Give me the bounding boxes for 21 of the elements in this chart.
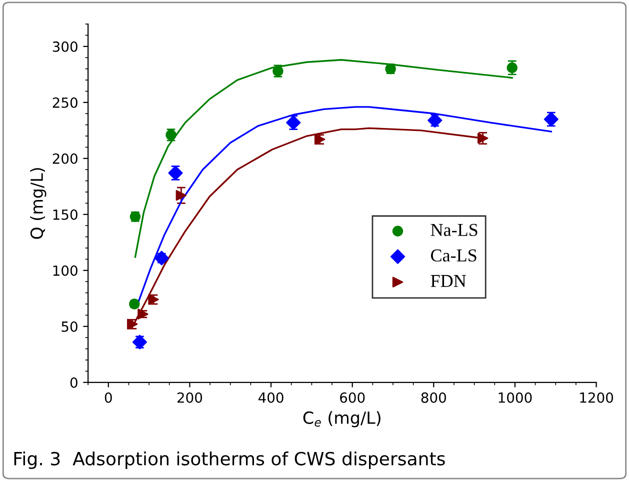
y-tick-label: 250	[52, 97, 78, 108]
y-tick-label: 100	[53, 265, 78, 276]
x-tick-label: 200	[177, 392, 202, 403]
x-tick-label: 0	[104, 392, 112, 403]
y-tick-label: 200	[52, 153, 78, 164]
x-axis-title: C$_{e}$ (mg/L)	[303, 411, 380, 428]
y-axis-title: Q (mg/L)	[30, 168, 46, 239]
x-tick-label: 1200	[580, 392, 614, 403]
x-tick-label: 400	[258, 392, 284, 403]
y-tick-label: 150	[53, 209, 78, 220]
point	[176, 190, 187, 201]
caption: Fig. 3 Adsorption isotherms of CWS dispersants	[14, 452, 445, 469]
x-tick-label: 1000	[498, 392, 532, 403]
x-tick-label: 600	[340, 392, 365, 403]
legend-label: Ca-LS	[431, 249, 476, 262]
legend-label: Na-LS	[430, 224, 478, 236]
x-tick-label: 800	[421, 392, 446, 403]
y-tick-label: 50	[62, 321, 78, 332]
y-tick-label: 300	[52, 41, 78, 52]
legend-label: FDN	[430, 275, 466, 287]
y-tick-label: 0	[70, 377, 78, 388]
